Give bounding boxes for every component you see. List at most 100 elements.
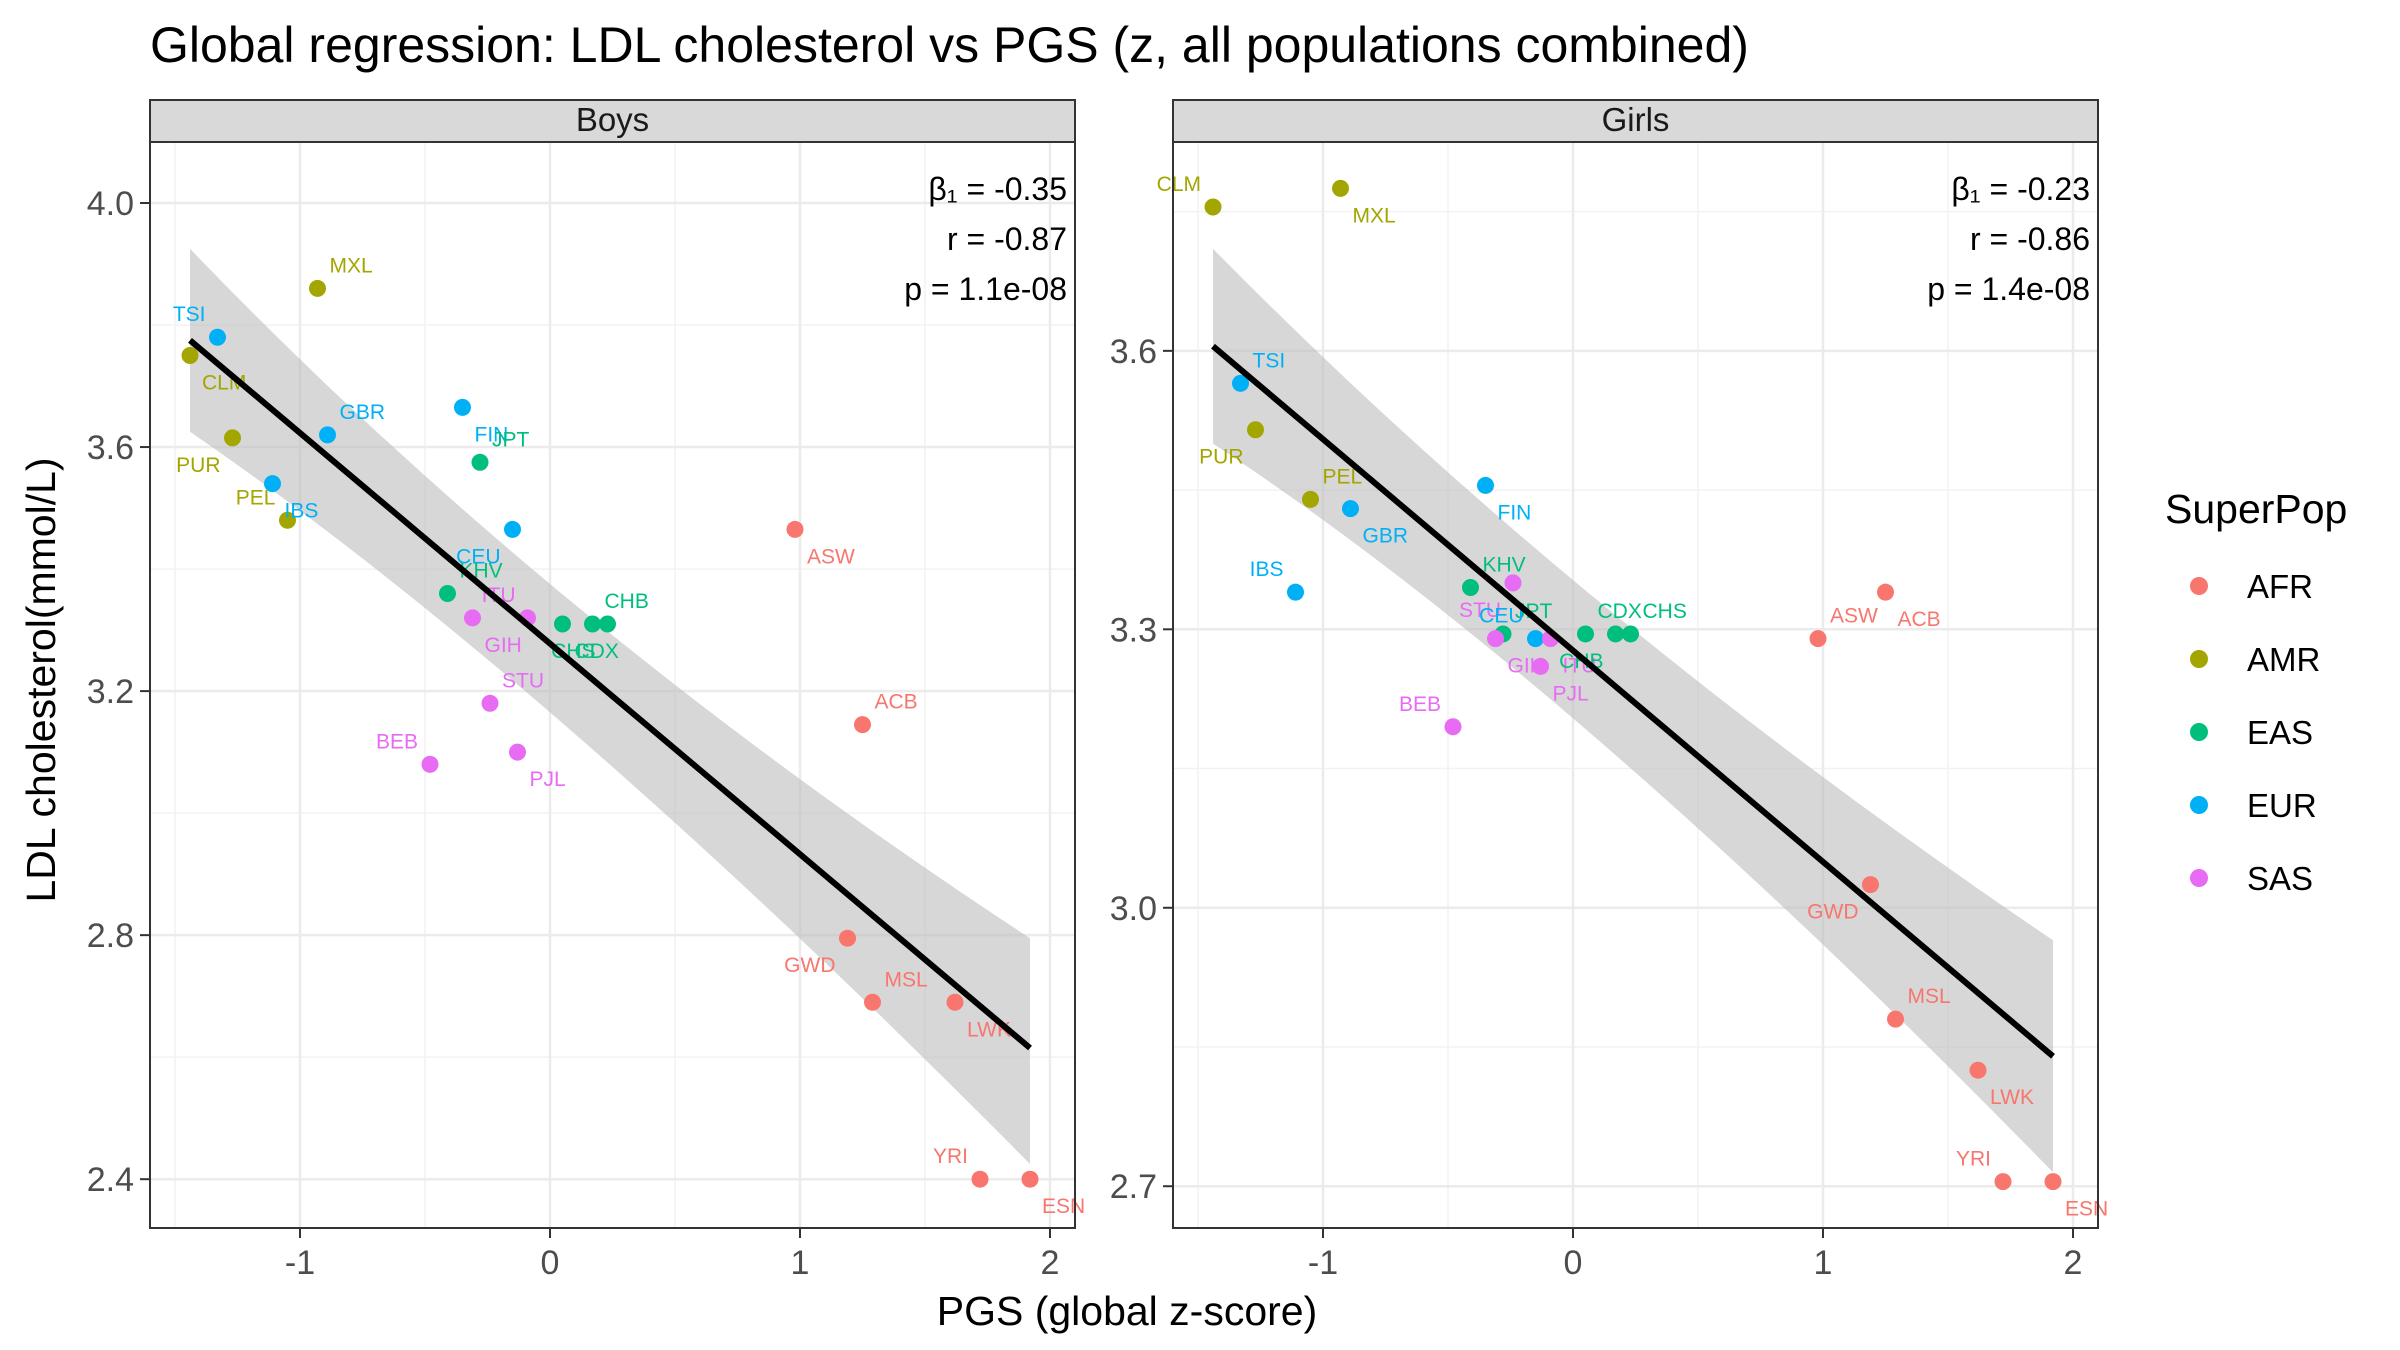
point-label-mxl: MXL [1353,204,1396,227]
point-khv [439,584,456,602]
point-label-pjl: PJL [1553,682,1589,705]
legend-item-sas: SAS [2190,860,2313,897]
stat-beta: β₁ = -0.23 [1951,171,2090,207]
point-label-ceu: CEU [1479,605,1523,628]
points [181,279,1039,1188]
legend-swatch [2190,723,2208,741]
point-label-gbr: GBR [1363,525,1409,548]
point-msl [864,993,881,1011]
point-gbr [319,426,336,444]
y-axis: 2.7 3.0 3.3 3.6 [1110,333,1173,1206]
y-tick-label: 4.0 [87,185,134,223]
point-label-fin: FIN [475,423,509,446]
legend-swatch [2190,577,2208,595]
point-label-beb: BEB [376,730,418,753]
stat-r: r = -0.87 [947,221,1067,257]
legend-swatch [2190,796,2208,814]
legend-label: EUR [2247,787,2317,824]
point-lwk [946,993,964,1011]
legend: SuperPop AFR AMR EAS EUR SAS [2165,486,2347,897]
point-label-acb: ACB [875,691,918,714]
point-label-beb: BEB [1399,693,1441,716]
panels-layer: BoysTSICLMMXLPURGBRIBSPELFINJPTCEUKHVGIH… [87,99,2109,1282]
point-label-gbr: GBR [340,401,386,424]
point-lwk [1969,1061,1987,1079]
x-tick-label: 1 [791,1244,810,1282]
point-label-pur: PUR [1199,446,1243,469]
points [1204,179,2062,1191]
point-chs [1622,625,1639,643]
point-gbr [1342,500,1359,518]
panel-strip-label: Girls [1602,101,1670,138]
stats: β₁ = -0.23 r = -0.86 p = 1.4e-08 [1927,171,2090,307]
point-asw [786,520,804,538]
point-label-pur: PUR [176,454,220,477]
chart-title: Global regression: LDL cholesterol vs PG… [150,17,1749,73]
legend-item-amr: AMR [2190,641,2320,678]
legend-label: AMR [2247,641,2320,678]
stat-r: r = -0.86 [1970,221,2090,257]
point-label-esn: ESN [2065,1198,2108,1221]
x-tick-label: 0 [1564,1244,1583,1282]
point-label-stu: STU [1459,599,1501,622]
legend-swatch [2190,650,2208,668]
x-axis-title: PGS (global z-score) [937,1288,1318,1334]
point-beb [1444,718,1462,736]
point-label-cdx: CDX [575,640,619,663]
point-asw [1809,630,1827,648]
confidence-band [1213,248,2053,1173]
panel-strip-label: Boys [576,101,649,138]
point-label-msl: MSL [885,968,928,991]
point-pjl [509,743,526,761]
point-label-cdx: CDX [1598,600,1642,623]
point-pjl [1532,657,1549,675]
x-tick-label: 2 [2064,1244,2083,1282]
legend-title: SuperPop [2165,486,2347,532]
point-label-gih: GIH [1508,655,1545,678]
point-msl [1887,1010,1904,1028]
point-clm [181,347,199,365]
point-label-acb: ACB [1898,608,1941,631]
point-tsi [209,328,226,346]
legend-label: SAS [2247,860,2313,897]
regression-line [188,337,1032,1051]
legend-label: EAS [2247,714,2313,751]
point-pur [224,429,241,447]
point-acb [1877,583,1894,601]
point-chb [584,615,601,633]
point-pur [1247,421,1264,439]
point-label-ibs: IBS [1250,558,1284,581]
stat-p: p = 1.4e-08 [1927,271,2090,307]
legend-items: AFR AMR EAS EUR SAS [2190,568,2320,897]
point-gih [464,609,481,627]
point-label-ibs: IBS [285,500,319,523]
point-pel [1302,490,1319,508]
point-label-yri: YRI [1956,1148,1991,1171]
point-gwd [1862,876,1879,894]
point-label-gwd: GWD [784,954,835,977]
point-label-yri: YRI [933,1145,968,1168]
point-khv [1462,579,1479,597]
point-label-lwk: LWK [1990,1086,2034,1109]
point-label-pel: PEL [1323,465,1363,488]
panel-border [1172,141,2099,1229]
point-ceu [504,520,521,538]
y-tick-label: 2.8 [87,917,134,955]
x-axis: -1 0 1 2 [1308,1228,2083,1282]
x-tick-label: 1 [1814,1244,1833,1282]
y-tick-label: 3.6 [87,429,134,467]
point-mxl [1332,179,1349,197]
point-chs [599,615,616,633]
point-label-chb: CHB [605,590,649,613]
point-label-ceu: CEU [456,545,500,568]
legend-item-eur: EUR [2190,787,2317,824]
point-label-stu: STU [502,669,544,692]
point-stu [1504,574,1522,592]
point-label-pel: PEL [236,486,276,509]
point-cdx [554,615,571,633]
point-label-tsi: TSI [173,303,206,326]
point-acb [854,716,871,734]
y-tick-label: 2.4 [87,1161,134,1199]
